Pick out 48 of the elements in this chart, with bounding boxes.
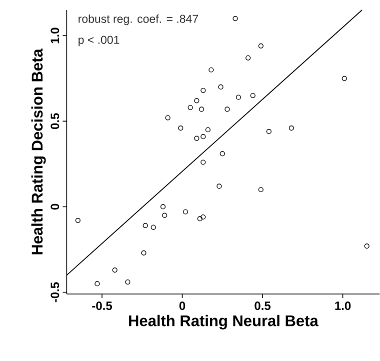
x-tick-label: -0.5 (92, 302, 112, 310)
point (288, 125, 294, 131)
point (266, 128, 272, 134)
point (198, 106, 204, 112)
point (200, 134, 206, 140)
point (200, 88, 206, 93)
annotation: p < .001 (78, 36, 120, 46)
point (162, 212, 168, 218)
y-tick-label: 0 (50, 204, 60, 210)
point (194, 136, 200, 141)
point (220, 151, 225, 156)
point (364, 244, 370, 249)
point (112, 267, 118, 273)
point (208, 67, 214, 72)
point (165, 115, 170, 120)
point (250, 92, 256, 98)
point (194, 98, 200, 104)
annotation: robust reg. coef. = .847 (78, 14, 198, 26)
point (197, 216, 202, 222)
point (75, 218, 80, 223)
point (125, 279, 130, 285)
point (141, 250, 146, 256)
point (246, 55, 251, 60)
y-tick-label: 1.0 (50, 28, 60, 44)
point (142, 223, 148, 228)
point (160, 204, 166, 210)
point (188, 104, 193, 110)
point (216, 184, 222, 189)
point (200, 214, 206, 220)
point (224, 106, 230, 112)
point (258, 187, 264, 192)
x-tick-label: 0 (179, 302, 186, 310)
point (218, 84, 224, 90)
point (150, 224, 156, 230)
x-tick-label: 0.5 (254, 302, 271, 310)
point (258, 43, 264, 48)
point (232, 16, 238, 22)
point (94, 281, 100, 286)
point (205, 127, 210, 132)
point (200, 160, 206, 165)
point (342, 76, 347, 81)
y-axis-title: Health Rating Decision Beta (31, 48, 46, 254)
x-axis-title: Health Rating Neural Beta (129, 314, 318, 330)
point (236, 94, 241, 100)
y-tick-label: 0.5 (50, 113, 60, 130)
point (182, 209, 188, 214)
point (178, 125, 184, 131)
x-tick-label: 1.0 (335, 302, 351, 310)
